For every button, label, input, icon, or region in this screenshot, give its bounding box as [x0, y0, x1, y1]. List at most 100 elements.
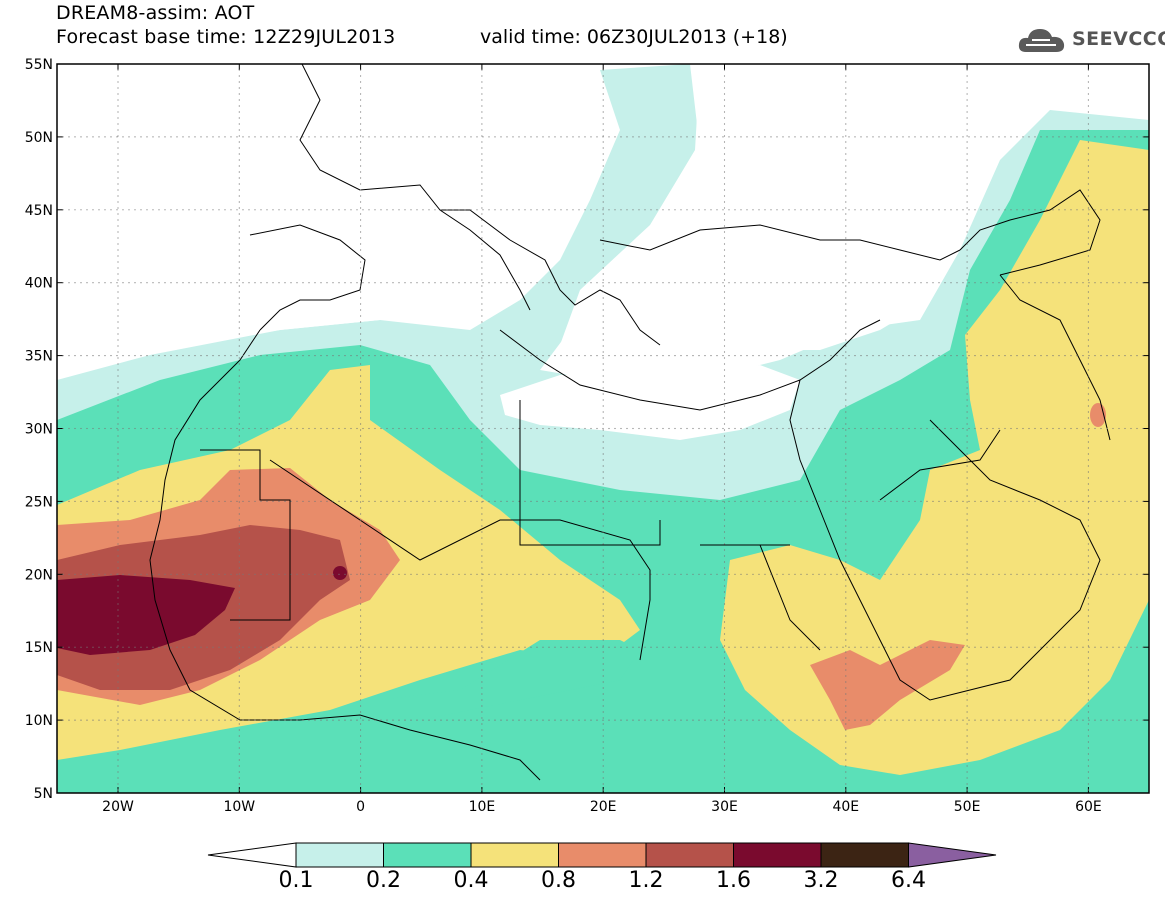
grid-dot [1064, 500, 1066, 502]
grid-dot [117, 249, 119, 251]
grid-dot [146, 136, 148, 138]
grid-dot [966, 231, 968, 233]
grid-dot [950, 282, 952, 284]
grid-dot [481, 387, 483, 389]
grid-dot [698, 355, 700, 357]
grid-dot [674, 427, 676, 430]
grid-dot [481, 603, 483, 605]
grid-dot [602, 447, 604, 449]
grid-dot [966, 351, 968, 353]
grid-dot [536, 646, 538, 648]
grid-dot [818, 500, 820, 502]
grid-dot [966, 471, 968, 473]
grid-dot [360, 753, 362, 755]
grid-dot [800, 209, 802, 211]
grid-dot [238, 309, 240, 311]
grid-dot [518, 646, 520, 648]
grid-dot [926, 573, 928, 575]
grid-dot [117, 303, 119, 305]
grid-dot [968, 646, 970, 648]
grid-dot [86, 136, 88, 138]
grid-dot [117, 417, 119, 419]
grid-dot [446, 355, 448, 357]
grid-dot [992, 136, 994, 138]
grid-dot [482, 500, 484, 502]
grid-dot [482, 209, 484, 211]
grid-dot [723, 351, 726, 353]
grid-dot [536, 500, 538, 502]
grid-dot [238, 387, 240, 389]
grid-dot [908, 646, 910, 648]
grid-dot [338, 427, 340, 430]
grid-dot [266, 500, 268, 502]
grid-dot [1064, 209, 1066, 211]
grid-dot [326, 282, 328, 284]
grid-dot [680, 646, 682, 648]
lat-label: 50N [25, 130, 53, 146]
grid-dot [360, 279, 362, 281]
grid-dot [966, 153, 968, 155]
grid-dot [104, 355, 106, 357]
grid-dot [770, 573, 772, 575]
grid-dot [344, 282, 346, 284]
grid-dot [818, 136, 820, 138]
grid-dot [176, 646, 178, 648]
grid-dot [488, 427, 490, 430]
grid-dot [374, 282, 376, 284]
grid-dot [296, 136, 298, 138]
grid-dot [845, 159, 847, 161]
grid-dot [845, 741, 847, 743]
grid-dot [212, 282, 214, 284]
grid-dot [818, 427, 820, 430]
grid-dot [481, 771, 483, 773]
grid-dot [845, 177, 847, 179]
grid-dot [1010, 282, 1012, 284]
grid-dot [290, 209, 292, 211]
grid-dot [966, 489, 968, 491]
grid-dot [416, 355, 418, 357]
grid-dot [117, 729, 119, 731]
grid-dot [966, 627, 968, 629]
grid-dot [117, 759, 119, 761]
grid-dot [966, 279, 968, 281]
grid-dot [614, 355, 616, 357]
grid-dot [374, 500, 376, 502]
grid-dot [374, 427, 376, 430]
grid-dot [590, 646, 592, 648]
grid-dot [992, 282, 994, 284]
colorbar [207, 842, 997, 868]
grid-dot [360, 171, 362, 173]
grid-dot [845, 525, 847, 527]
grid-dot [560, 427, 562, 430]
grid-dot [482, 355, 484, 357]
grid-dot [782, 209, 784, 211]
grid-dot [1087, 243, 1089, 245]
grid-dot [722, 427, 724, 430]
grid-dot [728, 209, 730, 211]
grid-dot [782, 719, 784, 721]
grid-dot [602, 285, 604, 287]
grid-dot [117, 723, 119, 725]
grid-dot [974, 427, 976, 430]
grid-dot [966, 651, 968, 653]
grid-dot [966, 357, 968, 359]
grid-dot [1022, 500, 1024, 502]
grid-dot [962, 719, 964, 721]
grid-dot [845, 645, 847, 647]
grid-dot [360, 153, 362, 155]
grid-dot [1087, 735, 1089, 737]
grid-dot [845, 195, 847, 197]
grid-dot [1087, 537, 1089, 539]
grid-dot [481, 99, 483, 101]
grid-dot [146, 282, 148, 284]
grid-dot [698, 427, 700, 430]
grid-dot [1058, 355, 1060, 357]
grid-dot [188, 209, 190, 211]
grid-dot [866, 355, 868, 357]
grid-dot [788, 209, 790, 211]
grid-dot [86, 282, 88, 284]
grid-dot [238, 201, 240, 203]
grid-dot [723, 339, 726, 341]
grid-dot [380, 355, 382, 357]
grid-dot [602, 693, 604, 695]
